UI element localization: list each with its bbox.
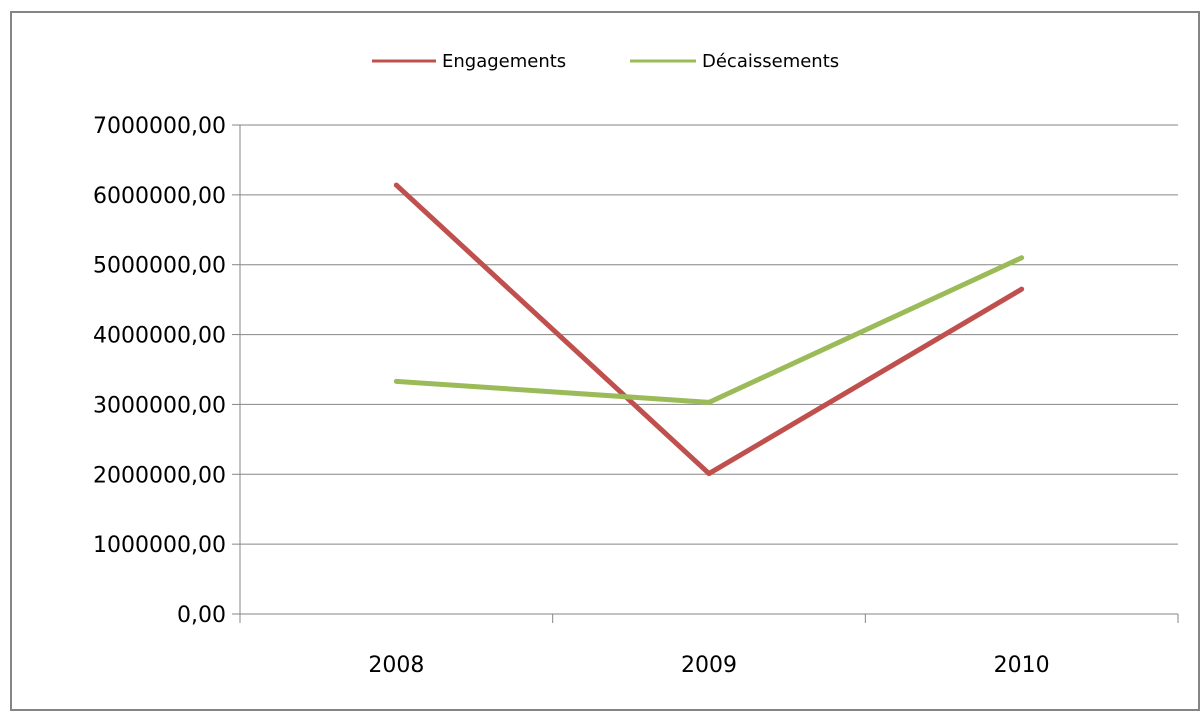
x-tick-label: 2009 bbox=[681, 653, 737, 678]
series-0-point bbox=[393, 182, 399, 188]
series-1-point bbox=[1019, 255, 1025, 261]
series-1-point bbox=[393, 378, 399, 384]
gridlines bbox=[240, 124, 1178, 545]
legend: Engagements Décaissements bbox=[372, 51, 839, 72]
series-line-1 bbox=[396, 255, 1023, 405]
y-tick-label: 3000000,00 bbox=[93, 393, 226, 418]
series-0-point bbox=[1019, 286, 1025, 292]
series-1-point bbox=[706, 399, 712, 405]
y-tick-label: 2000000,00 bbox=[93, 463, 226, 488]
y-tick-label: 1000000,00 bbox=[93, 533, 226, 558]
x-tick-label: 2010 bbox=[994, 653, 1050, 678]
y-tick-label: 5000000,00 bbox=[93, 254, 226, 279]
y-tick-label: 6000000,00 bbox=[93, 184, 226, 209]
y-axis-tick-labels: 0,00 1000000,00 2000000,00 3000000,00 400000… bbox=[93, 114, 226, 628]
y-tick-label: 7000000,00 bbox=[93, 114, 226, 139]
x-tick-label: 2008 bbox=[368, 653, 424, 678]
chart-frame bbox=[10, 11, 1200, 711]
legend-label-0: Engagements bbox=[442, 51, 566, 72]
y-tick-label: 4000000,00 bbox=[93, 324, 226, 349]
series-lines bbox=[393, 182, 1025, 477]
series-line-0 bbox=[394, 183, 1023, 477]
x-axis-tick-labels: 2008 2009 2010 bbox=[368, 653, 1049, 678]
legend-label-1: Décaissements bbox=[702, 51, 839, 72]
series-0-point bbox=[706, 471, 712, 477]
axes bbox=[232, 124, 1179, 623]
y-tick-label: 0,00 bbox=[177, 603, 226, 628]
